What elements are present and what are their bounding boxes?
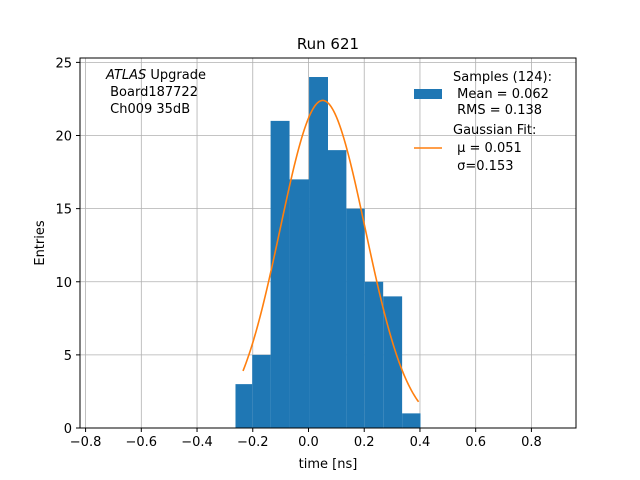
x-tick-label-3: −0.2 <box>237 435 269 450</box>
gaussian-fit-curve <box>242 99 420 403</box>
x-tick-label-0: −0.8 <box>70 435 102 450</box>
y-axis-ticks: 0 5 10 15 20 25 <box>55 56 80 437</box>
annotation-line-1: ATLAS Upgrade <box>105 68 206 83</box>
atlas-annotation: ATLAS Upgrade Board187722 Ch009 35dB <box>105 68 206 117</box>
y-tick-label-2: 10 <box>55 276 72 291</box>
legend-samples-mean: Mean = 0.062 <box>453 87 549 102</box>
histogram-bar-2 <box>270 120 290 428</box>
histogram-bar-1 <box>252 354 271 428</box>
legend-samples-label: Samples (124): <box>453 70 552 85</box>
x-axis-ticks: −0.8 −0.6 −0.4 −0.2 0.0 0.2 0.4 0.6 0.8 <box>70 428 542 450</box>
legend-fit-mu: μ = 0.051 <box>453 141 522 156</box>
plot-frame <box>79 57 577 429</box>
x-tick-label-2: −0.4 <box>181 435 213 450</box>
y-axis-label: Entries <box>33 220 48 266</box>
x-axis-label: time [ns] <box>299 457 358 472</box>
histogram-bar-6 <box>346 208 365 428</box>
legend-samples-rms: RMS = 0.138 <box>453 103 542 118</box>
histogram-bar-7 <box>364 281 384 428</box>
x-tick-label-6: 0.4 <box>410 435 431 450</box>
histogram-bars <box>235 77 421 429</box>
legend-fit-sigma: σ=0.153 <box>453 159 513 174</box>
y-tick-label-4: 20 <box>55 130 72 145</box>
histogram-bar-0 <box>235 384 253 428</box>
x-tick-label-7: 0.6 <box>465 435 486 450</box>
histogram-bar-4 <box>309 77 328 429</box>
y-tick-label-0: 0 <box>64 422 72 437</box>
legend-samples-patch <box>414 89 442 99</box>
x-tick-label-8: 0.8 <box>521 435 542 450</box>
histogram-bar-5 <box>328 150 347 428</box>
histogram-bar-8 <box>383 296 403 428</box>
chart-title: Run 621 <box>297 35 359 53</box>
annotation-upgrade: Upgrade <box>146 68 206 83</box>
gaussian-fit-line <box>242 99 420 403</box>
x-tick-label-5: 0.2 <box>354 435 375 450</box>
x-tick-label-4: 0.0 <box>298 435 319 450</box>
legend: Samples (124): Mean = 0.062 RMS = 0.138 … <box>414 70 552 174</box>
y-tick-label-3: 15 <box>55 203 72 218</box>
annotation-atlas: ATLAS <box>105 68 146 83</box>
y-tick-label-1: 5 <box>64 349 72 364</box>
y-tick-label-5: 25 <box>55 56 72 71</box>
histogram-bar-9 <box>402 413 421 428</box>
annotation-board: Board187722 <box>106 85 198 100</box>
legend-fit-label: Gaussian Fit: <box>453 123 536 138</box>
histogram-bar-3 <box>289 179 310 428</box>
annotation-channel: Ch009 35dB <box>106 102 190 117</box>
x-tick-label-1: −0.6 <box>126 435 158 450</box>
